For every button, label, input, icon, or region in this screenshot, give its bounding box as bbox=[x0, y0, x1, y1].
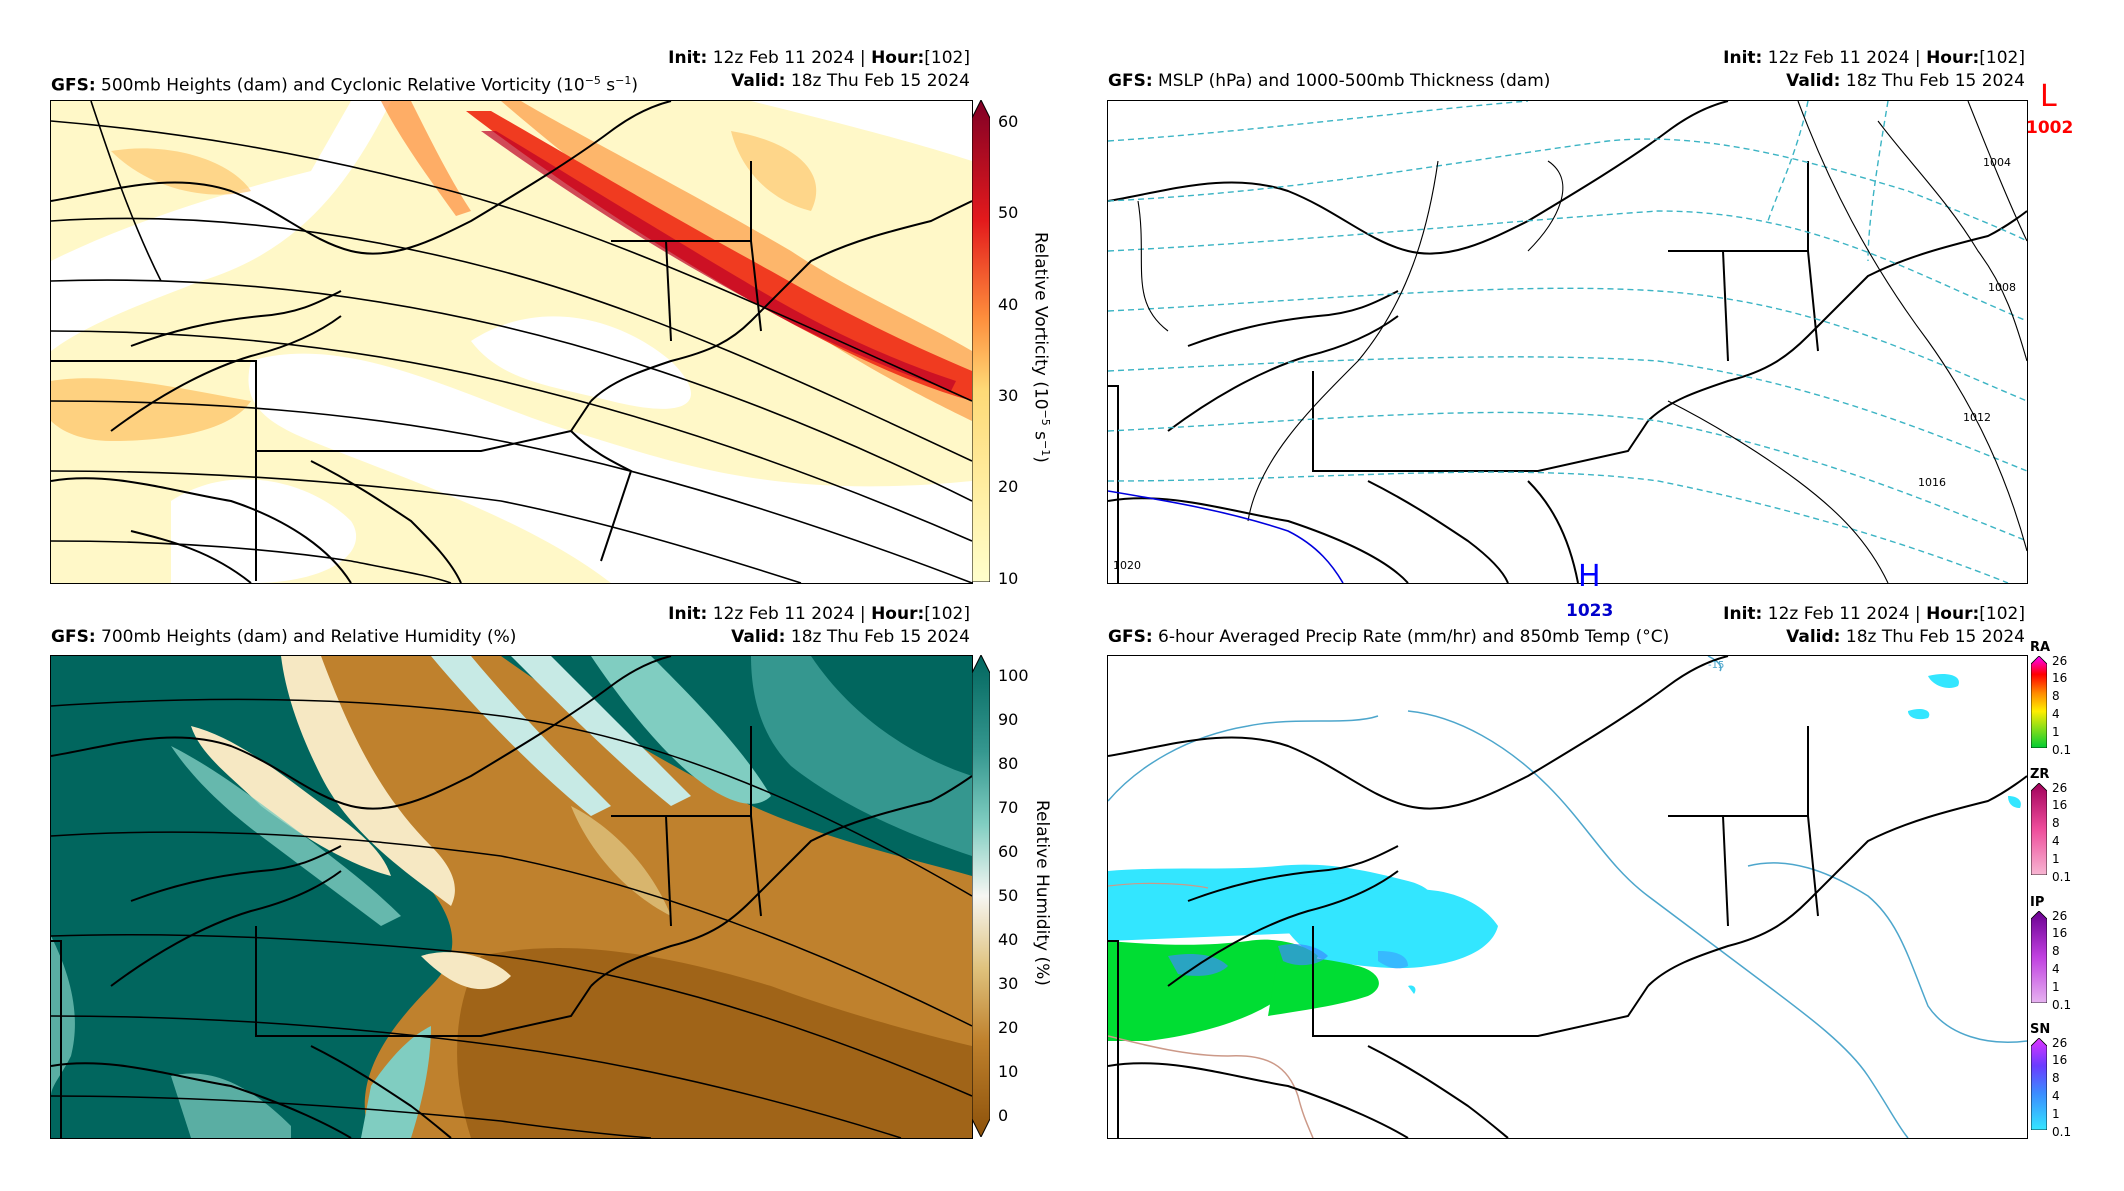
rh-colorbar bbox=[971, 653, 991, 1139]
colorbar-label: Relative Humidity (%) bbox=[1032, 800, 1052, 986]
rain-colorbar bbox=[2030, 655, 2048, 752]
init-hour-line: Init: 12z Feb 11 2024 | Hour:[102] bbox=[1723, 48, 2025, 68]
ptype-tick: 16 bbox=[2052, 926, 2068, 940]
vorticity-field bbox=[51, 101, 972, 583]
ptype-tick: 16 bbox=[2052, 671, 2068, 685]
init-hour-line: Init: 12z Feb 11 2024 | Hour:[102] bbox=[1723, 604, 2025, 624]
ptype-tick: 16 bbox=[2052, 798, 2068, 812]
cbar-tick: 10 bbox=[998, 569, 1019, 588]
ptype-tick: 16 bbox=[2052, 1053, 2068, 1067]
ice-pellets-colorbar bbox=[2030, 910, 2048, 1007]
ptype-label-snow: SN bbox=[2030, 1022, 2051, 1037]
panel-title: GFS: 700mb Heights (dam) and Relative Hu… bbox=[51, 627, 517, 647]
valid-line: Valid: 18z Thu Feb 15 2024 bbox=[731, 71, 970, 91]
map-mslp: 1020 1016 1012 1008 1004 bbox=[1107, 100, 2028, 584]
low-pressure-symbol: L bbox=[2040, 79, 2057, 114]
isobar-label: 1016 bbox=[1918, 476, 1946, 489]
ptype-tick: 4 bbox=[2052, 1089, 2060, 1103]
valid-line: Valid: 18z Thu Feb 15 2024 bbox=[1786, 71, 2025, 91]
ptype-tick: 26 bbox=[2052, 1036, 2068, 1050]
ptype-tick: 4 bbox=[2052, 834, 2060, 848]
snow-colorbar bbox=[2030, 1037, 2048, 1134]
isobar-label: 1004 bbox=[1983, 156, 2011, 169]
cbar-tick: 10 bbox=[998, 1062, 1019, 1081]
vorticity-colorbar bbox=[971, 98, 991, 583]
ptype-tick: 8 bbox=[2052, 689, 2060, 703]
isobar-label: 1020 bbox=[1113, 559, 1141, 572]
ptype-tick: 0.1 bbox=[2052, 743, 2072, 757]
ptype-tick: 8 bbox=[2052, 1071, 2060, 1085]
ptype-tick: 1 bbox=[2052, 852, 2060, 866]
cbar-tick: 0 bbox=[998, 1106, 1009, 1125]
ptype-label-ice-pellets: IP bbox=[2030, 895, 2045, 910]
colorbar-label: Relative Vorticity (10−5 s−1) bbox=[1030, 232, 1052, 463]
init-hour-line: Init: 12z Feb 11 2024 | Hour:[102] bbox=[668, 48, 970, 68]
cbar-tick: 60 bbox=[998, 112, 1019, 131]
valid-line: Valid: 18z Thu Feb 15 2024 bbox=[1786, 627, 2025, 647]
cbar-tick: 90 bbox=[998, 710, 1019, 729]
isotherm-label: -15 bbox=[1708, 660, 1724, 671]
cbar-tick: 40 bbox=[998, 295, 1019, 314]
ptype-tick: 8 bbox=[2052, 816, 2060, 830]
map-500mb bbox=[50, 100, 973, 584]
panel-title: GFS: 500mb Heights (dam) and Cyclonic Re… bbox=[51, 74, 639, 96]
cbar-tick: 20 bbox=[998, 1018, 1019, 1037]
map-700mb bbox=[50, 655, 973, 1139]
cbar-tick: 30 bbox=[998, 974, 1019, 993]
ptype-label-freezing-rain: ZR bbox=[2030, 767, 2050, 782]
ptype-tick: 0.1 bbox=[2052, 1125, 2072, 1139]
ptype-tick: 26 bbox=[2052, 654, 2068, 668]
low-pressure-value: 1002 bbox=[2026, 118, 2074, 138]
ptype-tick: 1 bbox=[2052, 725, 2060, 739]
init-hour-line: Init: 12z Feb 11 2024 | Hour:[102] bbox=[668, 604, 970, 624]
ptype-tick: 8 bbox=[2052, 944, 2060, 958]
valid-line: Valid: 18z Thu Feb 15 2024 bbox=[731, 627, 970, 647]
cbar-tick: 50 bbox=[998, 886, 1019, 905]
isobar-label: 1012 bbox=[1963, 411, 1991, 424]
ptype-tick: 0.1 bbox=[2052, 870, 2072, 884]
ptype-tick: 26 bbox=[2052, 909, 2068, 923]
panel-title: GFS: MSLP (hPa) and 1000-500mb Thickness… bbox=[1108, 71, 1551, 91]
cbar-tick: 100 bbox=[998, 666, 1029, 685]
cbar-tick: 40 bbox=[998, 930, 1019, 949]
cbar-tick: 20 bbox=[998, 477, 1019, 496]
cbar-tick: 60 bbox=[998, 842, 1019, 861]
ptype-tick: 0.1 bbox=[2052, 998, 2072, 1012]
isobar-label: 1008 bbox=[1988, 281, 2016, 294]
ptype-tick: 4 bbox=[2052, 707, 2060, 721]
cbar-tick: 50 bbox=[998, 203, 1019, 222]
high-pressure-symbol: H bbox=[1578, 559, 1601, 594]
ptype-tick: 1 bbox=[2052, 1107, 2060, 1121]
panel-title: GFS: 6-hour Averaged Precip Rate (mm/hr)… bbox=[1108, 627, 1670, 647]
high-pressure-value: 1023 bbox=[1566, 601, 1614, 621]
cbar-tick: 30 bbox=[998, 386, 1019, 405]
cbar-tick: 80 bbox=[998, 754, 1019, 773]
ptype-tick: 26 bbox=[2052, 781, 2068, 795]
ptype-tick: 4 bbox=[2052, 962, 2060, 976]
map-precip: -15 bbox=[1107, 655, 2028, 1139]
freezing-rain-colorbar bbox=[2030, 782, 2048, 879]
ptype-tick: 1 bbox=[2052, 980, 2060, 994]
cbar-tick: 70 bbox=[998, 798, 1019, 817]
ptype-label-rain: RA bbox=[2030, 640, 2051, 655]
